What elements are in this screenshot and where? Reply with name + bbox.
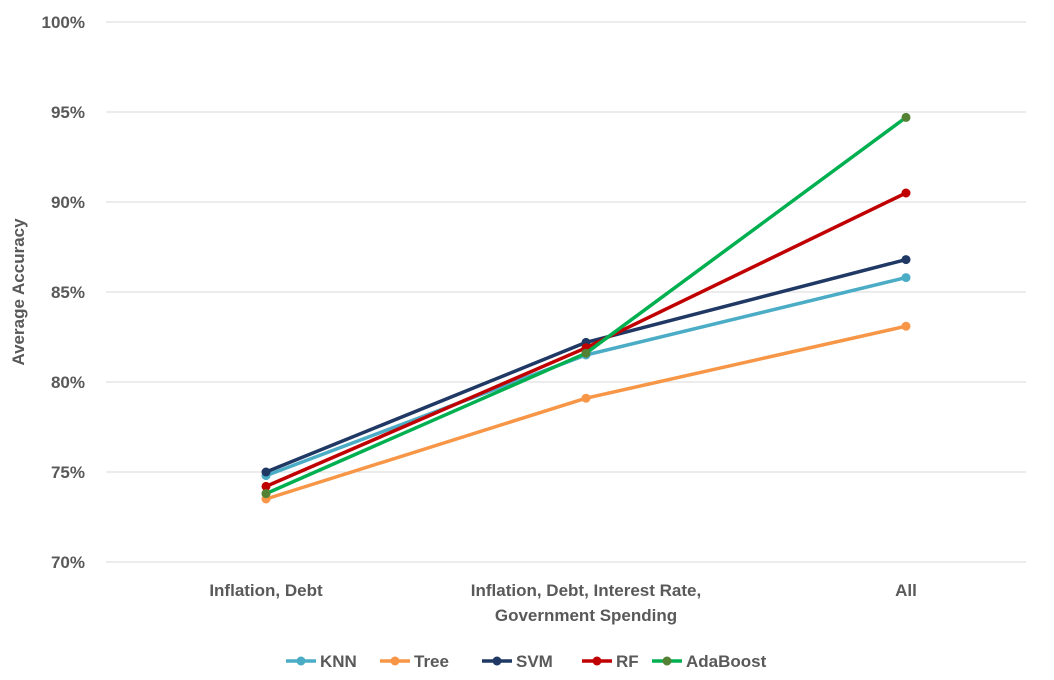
- legend-label: Tree: [414, 652, 449, 671]
- legend-swatch-marker: [492, 656, 502, 666]
- x-tick-label: Inflation, Debt: [209, 581, 323, 600]
- x-tick-label-line: Inflation, Debt: [209, 581, 323, 600]
- legend-item-tree: Tree: [380, 652, 449, 671]
- legend-item-rf: RF: [582, 652, 639, 671]
- legend-swatch-marker: [592, 656, 602, 666]
- x-tick-label-line: Government Spending: [495, 606, 677, 625]
- data-point-tree: [581, 393, 591, 403]
- y-tick-label: 70%: [51, 553, 85, 572]
- data-point-svm: [901, 255, 911, 265]
- y-tick-label: 75%: [51, 463, 85, 482]
- data-point-rf: [261, 481, 271, 491]
- data-point-adaboost: [261, 489, 271, 499]
- data-point-adaboost: [581, 348, 591, 358]
- series-lines: [261, 112, 911, 504]
- legend-item-knn: KNN: [286, 652, 357, 671]
- y-tick-label: 95%: [51, 103, 85, 122]
- y-tick-label: 90%: [51, 193, 85, 212]
- gridlines: [106, 21, 1026, 563]
- x-tick-label-line: Inflation, Debt, Interest Rate,: [471, 581, 701, 600]
- series-adaboost: [261, 112, 911, 499]
- data-point-tree: [901, 321, 911, 331]
- legend-swatch-marker: [390, 656, 400, 666]
- legend-swatch-marker: [662, 656, 672, 666]
- series-rf: [261, 188, 911, 491]
- y-axis-title: Average Accuracy: [9, 218, 28, 366]
- data-point-rf: [901, 188, 911, 198]
- x-tick-label-line: All: [895, 581, 917, 600]
- legend-item-svm: SVM: [482, 652, 553, 671]
- x-axis-ticks: Inflation, Debt Inflation, Debt, Interest…: [209, 581, 917, 625]
- y-tick-label: 85%: [51, 283, 85, 302]
- data-point-svm: [261, 467, 271, 477]
- series-svm: [261, 255, 911, 477]
- y-tick-label: 100%: [42, 13, 85, 32]
- series-knn: [261, 273, 911, 481]
- y-tick-label: 80%: [51, 373, 85, 392]
- legend: KNN Tree SVM RF AdaBoost: [286, 652, 767, 671]
- series-line-adaboost: [264, 115, 908, 496]
- x-tick-label: All: [895, 581, 917, 600]
- x-tick-label: Inflation, Debt, Interest Rate, Governmen…: [471, 581, 701, 625]
- legend-label: RF: [616, 652, 639, 671]
- legend-swatch-marker: [296, 656, 306, 666]
- data-point-adaboost: [901, 112, 911, 122]
- data-point-knn: [901, 273, 911, 283]
- legend-label: KNN: [320, 652, 357, 671]
- y-axis-ticks: 70% 75% 80% 85% 90% 95% 100%: [42, 13, 85, 572]
- legend-label: SVM: [516, 652, 553, 671]
- legend-label: AdaBoost: [686, 652, 767, 671]
- legend-item-adaboost: AdaBoost: [652, 652, 767, 671]
